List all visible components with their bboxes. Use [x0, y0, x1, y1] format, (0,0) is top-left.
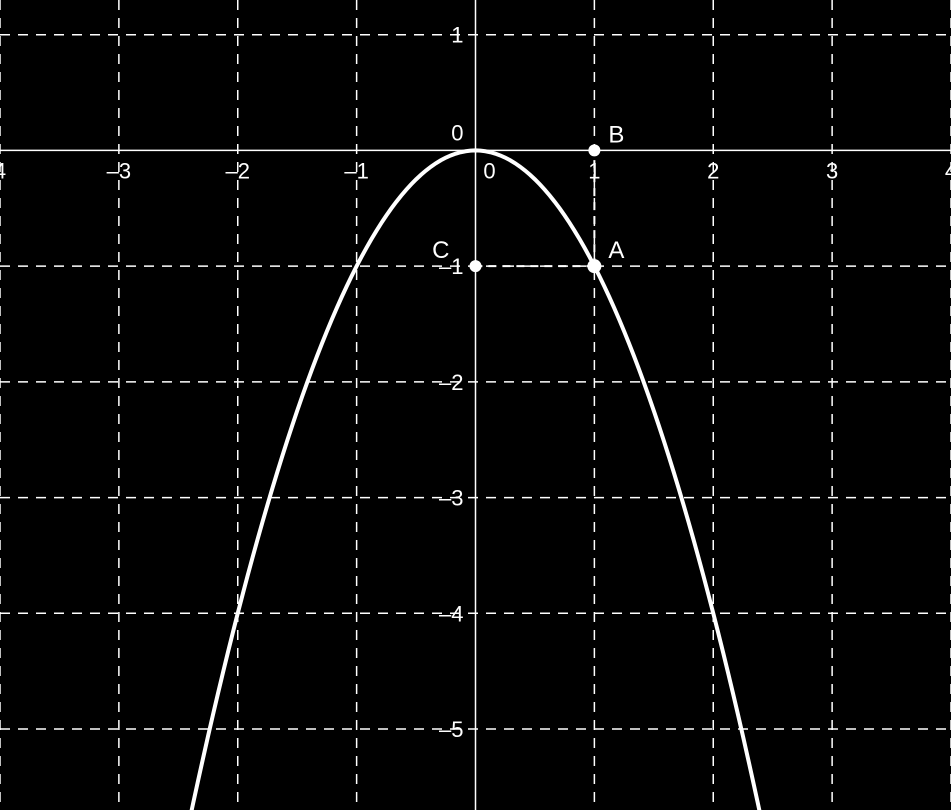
point-a	[587, 259, 601, 273]
parabola-chart: 4–3–2–11234–5–4–3–2–1100ABC	[0, 0, 951, 810]
y-tick-label: –3	[439, 486, 463, 511]
x-tick-label: –1	[344, 158, 368, 183]
x-tick-label: 4	[0, 158, 6, 183]
y-tick-label: 1	[451, 23, 463, 48]
origin-label: 0	[451, 120, 463, 145]
y-tick-label: –4	[439, 601, 463, 626]
x-tick-label: 4	[945, 158, 951, 183]
x-tick-label: 3	[826, 158, 838, 183]
point-label-a: A	[608, 237, 624, 264]
point-b	[588, 144, 600, 156]
x-tick-label: 1	[588, 158, 600, 183]
x-tick-label: –3	[107, 158, 131, 183]
x-tick-label: –2	[226, 158, 250, 183]
point-label-c: C	[432, 237, 449, 264]
y-tick-label: –5	[439, 717, 463, 742]
point-c	[470, 260, 482, 272]
y-tick-label: –2	[439, 370, 463, 395]
point-label-b: B	[608, 121, 624, 148]
chart-svg: 4–3–2–11234–5–4–3–2–1100ABC	[0, 0, 951, 810]
x-tick-label: 0	[483, 158, 495, 183]
x-tick-label: 2	[707, 158, 719, 183]
